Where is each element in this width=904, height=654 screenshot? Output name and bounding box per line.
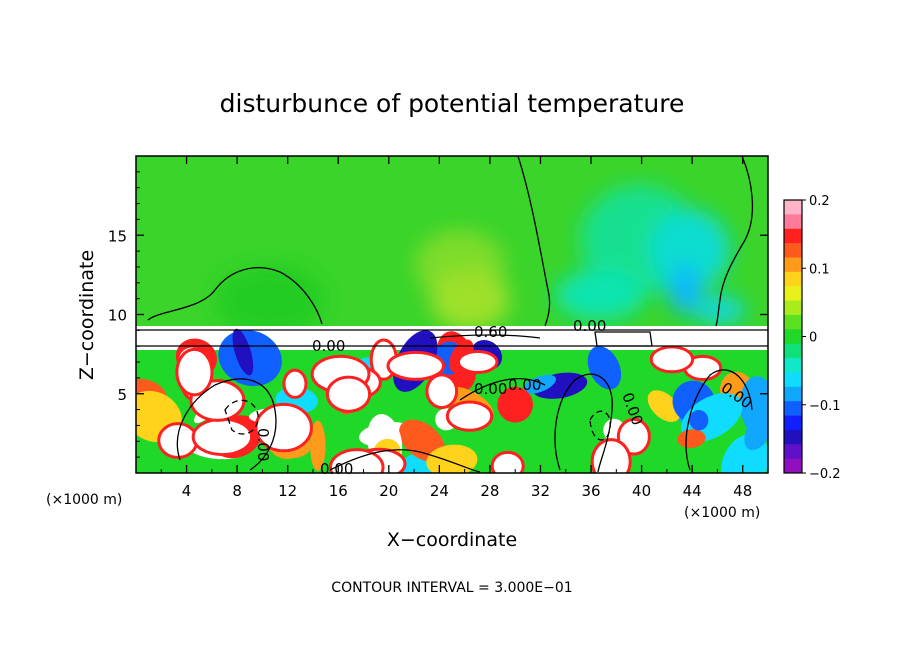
eddy-core bbox=[325, 375, 372, 413]
colorbar-swatch bbox=[784, 358, 802, 373]
colorbar-swatch bbox=[784, 458, 802, 474]
x-tick-label: 28 bbox=[480, 482, 499, 500]
colorbar-swatch bbox=[784, 200, 802, 215]
eddy bbox=[744, 412, 768, 451]
contour-label: 0.00 bbox=[508, 376, 541, 394]
eddy bbox=[677, 429, 706, 449]
colorbar-swatch bbox=[784, 343, 802, 359]
x-tick-label: 48 bbox=[733, 482, 752, 500]
contour-lower-dashed-1 bbox=[224, 399, 259, 435]
colorbar-label: −0.2 bbox=[809, 467, 841, 482]
colorbar-swatch bbox=[784, 271, 802, 287]
colorbar-label: 0.2 bbox=[809, 194, 830, 209]
colorbar-swatch bbox=[784, 228, 802, 244]
eddy bbox=[647, 390, 681, 422]
x-tick-label: 24 bbox=[430, 482, 449, 500]
colorbar-swatch bbox=[784, 314, 802, 330]
x-tick-label: 32 bbox=[531, 482, 550, 500]
colorbar-label: 0 bbox=[809, 331, 817, 346]
colorbar-swatch bbox=[784, 415, 802, 431]
turbulent-eddies bbox=[136, 328, 768, 473]
eddy bbox=[587, 346, 622, 390]
colorbar-swatch bbox=[784, 401, 802, 417]
x-tick-label: 16 bbox=[329, 482, 348, 500]
colorbar-swatch bbox=[784, 429, 802, 445]
eddy-core bbox=[456, 349, 499, 375]
x-unit-left: (×1000 m) bbox=[46, 492, 122, 508]
contour-label: 0.00 bbox=[320, 460, 353, 478]
chart-title: disturbunce of potential temperature bbox=[220, 89, 685, 118]
eddy-core bbox=[328, 448, 385, 473]
contour-lower-1 bbox=[176, 378, 277, 471]
x-axis-title: X−coordinate bbox=[387, 529, 517, 551]
contour-label: 0.00 bbox=[573, 317, 606, 335]
contour-label: 0.00 bbox=[474, 380, 507, 398]
eddy bbox=[497, 386, 533, 423]
contour-inversion-inner bbox=[429, 334, 541, 339]
contour-lower-4 bbox=[329, 449, 481, 473]
eddy bbox=[310, 420, 326, 471]
contour-lower-3 bbox=[685, 369, 753, 471]
contour-interval-note: CONTOUR INTERVAL = 3.000E−01 bbox=[331, 580, 572, 596]
upper-anomalies bbox=[215, 185, 745, 335]
x-tick-label: 36 bbox=[581, 482, 600, 500]
colorbar-swatch bbox=[784, 329, 802, 345]
x-axis: 4 8 12 16 20 24 28 32 36 40 44 48 bbox=[160, 156, 752, 500]
contour-lower-dashed-2 bbox=[589, 410, 611, 441]
x-tick-label: 4 bbox=[182, 482, 192, 500]
eddy bbox=[523, 374, 556, 394]
colorbar-swatch bbox=[784, 372, 802, 388]
contour-labels: 0.60 0.00 0.00 0.00 0.00 0.00 0.00 0.00 … bbox=[254, 317, 755, 478]
eddy-core bbox=[445, 400, 494, 432]
colorbar-label: −0.1 bbox=[809, 399, 841, 414]
x-unit-right: (×1000 m) bbox=[684, 505, 760, 521]
eddy-core bbox=[386, 350, 446, 381]
colorbar-swatch bbox=[784, 286, 802, 302]
contour-box-right bbox=[594, 331, 653, 347]
colorbar-swatch bbox=[784, 257, 802, 273]
y-tick-label: 5 bbox=[117, 386, 127, 404]
eddy-core bbox=[191, 417, 254, 457]
contour-zero-right bbox=[715, 156, 754, 327]
eddy-core bbox=[254, 402, 313, 453]
x-tick-label: 20 bbox=[379, 482, 398, 500]
eddy-core bbox=[649, 345, 695, 374]
colorbar-swatch bbox=[784, 386, 802, 402]
colorbar-swatch bbox=[784, 300, 802, 316]
contour-lower-2 bbox=[554, 373, 613, 473]
y-tick-label: 10 bbox=[108, 307, 127, 325]
contour-label: 0.00 bbox=[312, 337, 345, 355]
eddy-core bbox=[616, 417, 651, 456]
contour-lines bbox=[136, 156, 768, 473]
eddy-core bbox=[282, 368, 308, 399]
eddy-core bbox=[490, 450, 525, 473]
contour-zero-upper-left bbox=[147, 267, 323, 325]
colorbar-swatch bbox=[784, 243, 802, 258]
contour-lower-5 bbox=[459, 378, 546, 401]
eddy bbox=[232, 328, 254, 376]
y-axis-title: Z−coordinate bbox=[76, 250, 98, 380]
x-tick-label: 44 bbox=[683, 482, 702, 500]
eddy-core bbox=[175, 347, 214, 397]
x-tick-label: 8 bbox=[232, 482, 242, 500]
contour-label: 0.60 bbox=[474, 323, 507, 341]
x-tick-label: 12 bbox=[278, 482, 297, 500]
colorbar: 0.2 0.1 0 −0.1 −0.2 bbox=[783, 194, 841, 482]
colorbar-swatch bbox=[784, 444, 802, 460]
y-axis: 5 10 15 bbox=[108, 171, 768, 458]
contour-label: 0.00 bbox=[254, 428, 272, 461]
eddy-core bbox=[590, 438, 632, 473]
contour-zero-mid bbox=[517, 156, 551, 327]
eddy bbox=[740, 376, 768, 438]
colorbar-label: 0.1 bbox=[809, 262, 830, 277]
y-tick-label: 15 bbox=[108, 227, 127, 245]
colorbar-swatch bbox=[784, 214, 802, 230]
eddy bbox=[689, 410, 709, 431]
plot-area bbox=[136, 156, 768, 473]
x-tick-label: 40 bbox=[632, 482, 651, 500]
eddy-core bbox=[425, 373, 459, 410]
